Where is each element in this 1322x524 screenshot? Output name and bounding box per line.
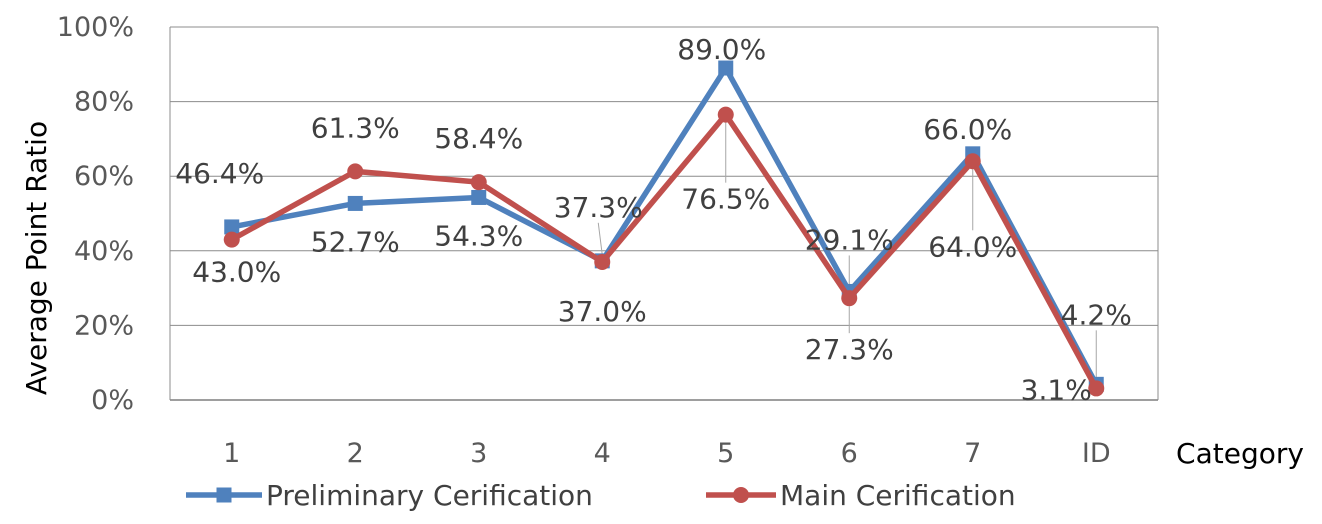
data-label: 46.4% (175, 157, 264, 190)
x-axis-ticks: 1 2 3 4 5 6 7 ID (223, 438, 1110, 469)
y-axis-title: Average Point Ratio (20, 121, 53, 395)
data-labels: 46.4% 52.7% 54.3% 37.3% 89.0% 29.1% 66.0% 4.2% 4… (175, 33, 1132, 406)
series-line-1 (231, 65, 1099, 386)
data-label: 64.0% (928, 230, 1017, 263)
y-tick-label: 60% (74, 161, 134, 192)
legend: Preliminary Cerification Main Cerificatio… (186, 479, 1016, 512)
data-point-marker (347, 163, 364, 180)
x-tick-label: 3 (470, 438, 487, 469)
data-point-marker (964, 153, 981, 170)
data-label: 29.1% (805, 223, 894, 256)
data-point-marker (471, 189, 487, 205)
data-label: 66.0% (923, 113, 1012, 146)
legend-swatch-marker (733, 487, 749, 503)
y-tick-label: 80% (74, 87, 134, 118)
data-label: 4.2% (1061, 298, 1132, 331)
data-label: 43.0% (192, 256, 281, 289)
data-point-marker (717, 106, 734, 123)
data-label: 61.3% (311, 111, 400, 144)
y-tick-label: 0% (91, 385, 134, 416)
y-tick-label: 40% (74, 236, 134, 267)
legend-label: Preliminary Cerification (266, 479, 593, 512)
gridlines (169, 26, 1159, 401)
x-tick-label: ID (1082, 438, 1111, 469)
y-tick-label: 100% (57, 12, 134, 43)
x-tick-label: 7 (964, 438, 981, 469)
x-axis-title: Category (1176, 437, 1304, 470)
x-tick-label: 6 (841, 438, 858, 469)
data-point-marker (224, 219, 240, 235)
label-leader-line (597, 222, 603, 255)
x-tick-label: 5 (717, 438, 734, 469)
data-point-marker (594, 253, 611, 270)
legend-label: Main Cerification (780, 479, 1016, 512)
data-label: 37.3% (554, 191, 643, 224)
data-label: 89.0% (677, 33, 766, 66)
data-point-marker (223, 231, 240, 248)
label-leader-lines (597, 120, 1097, 379)
data-point-marker (347, 195, 363, 211)
x-tick-label: 2 (347, 438, 364, 469)
data-point-marker (841, 290, 858, 307)
data-point-marker (1088, 380, 1105, 397)
x-tick-label: 1 (223, 438, 240, 469)
data-point-marker (718, 60, 734, 76)
data-point-marker (470, 174, 487, 191)
data-label: 37.0% (558, 295, 647, 328)
x-tick-label: 4 (594, 438, 611, 469)
y-tick-label: 20% (74, 310, 134, 341)
series-line-2 (230, 111, 1099, 390)
data-label: 27.3% (805, 333, 894, 366)
data-label: 58.4% (434, 122, 523, 155)
series-layer (223, 60, 1105, 397)
data-label: 52.7% (311, 225, 400, 258)
data-label: 76.5% (681, 183, 770, 216)
y-axis-ticks: 0% 20% 40% 60% 80% 100% (57, 12, 134, 416)
data-label: 3.1% (1021, 373, 1092, 406)
data-label: 54.3% (434, 219, 523, 252)
legend-swatch-marker (216, 487, 232, 503)
